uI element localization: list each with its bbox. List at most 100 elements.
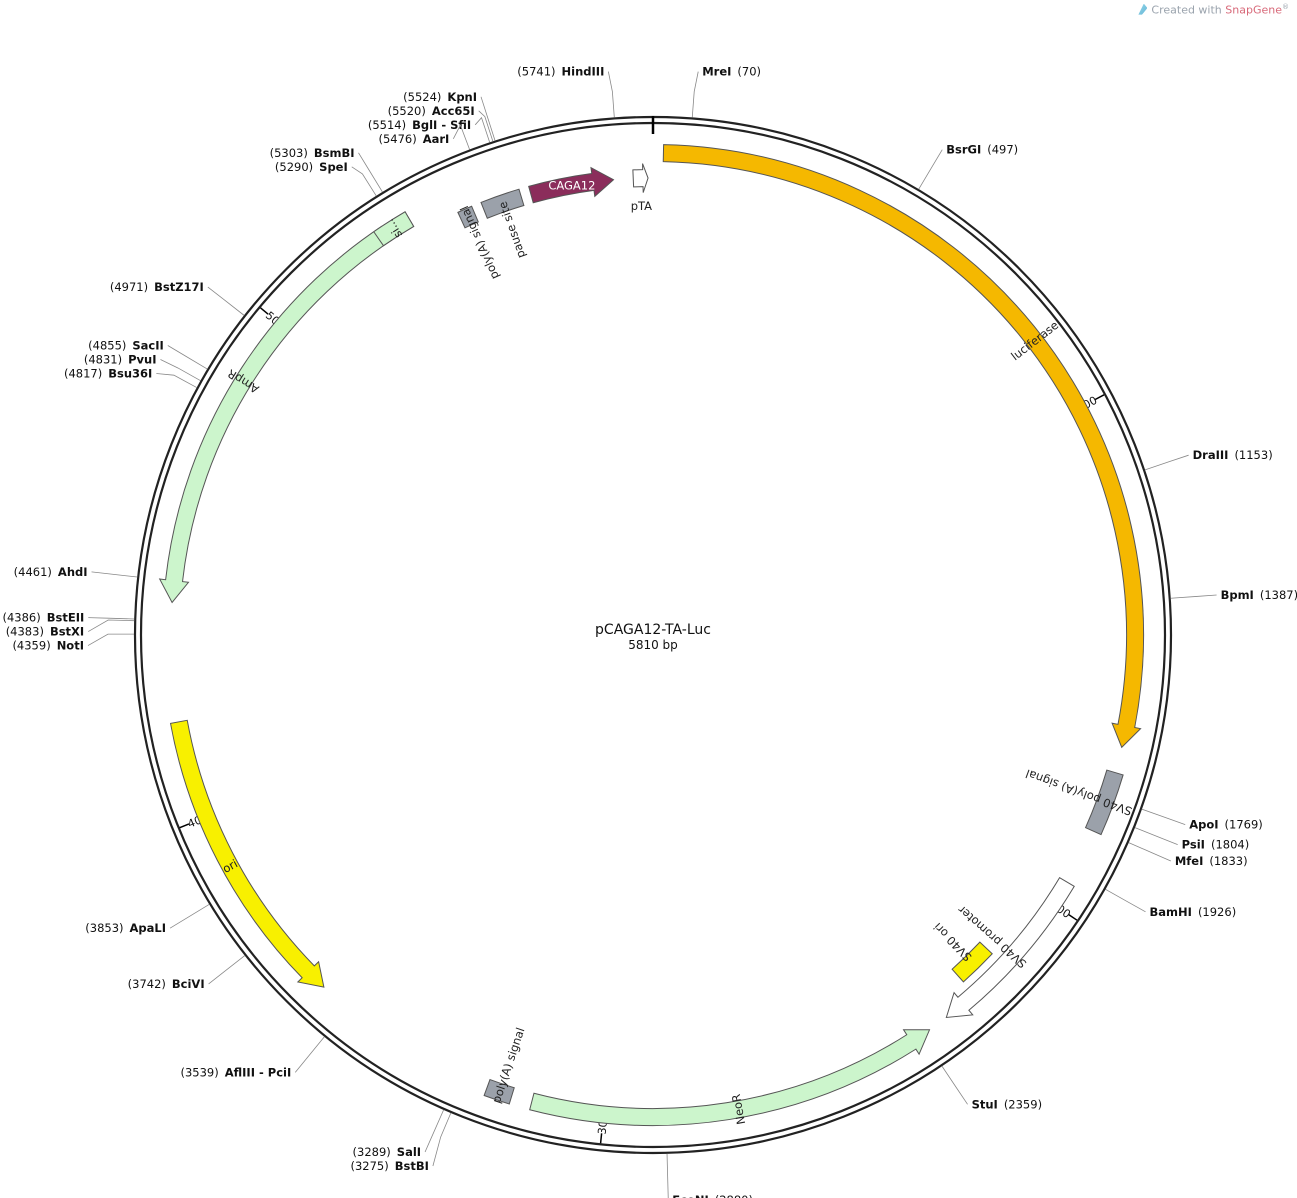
site-label: DraIII (1153) [1193, 448, 1273, 462]
site-label: (3742) BciVI [128, 977, 205, 991]
site-name: EcoNI [672, 1193, 708, 1198]
site-aari: (5476) AarI [378, 124, 470, 150]
site-label: (3853) ApaLI [85, 921, 166, 935]
site-label: (3289) SalI [353, 1145, 422, 1159]
site-leader-line [918, 149, 943, 190]
site-label: PsiI (1804) [1182, 838, 1250, 852]
site-position: (70) [737, 65, 761, 79]
plasmid-length: 5810 bp [628, 638, 678, 652]
site-position: (4971) [110, 280, 148, 294]
site-position: (5741) [517, 65, 555, 79]
site-leader-line [351, 166, 377, 197]
site-position: (4359) [12, 639, 50, 653]
restriction-sites: MreI (70) BsrGI (497) DraIII (1153) BpmI (1387)… [2, 65, 1297, 1198]
site-position: (1804) [1211, 838, 1249, 852]
site-position: (1926) [1198, 905, 1236, 919]
site-kpni: (5524) KpnI [403, 90, 496, 141]
feature-polya-signal-top [457, 205, 479, 229]
site-position: (2880) [715, 1193, 753, 1198]
site-mfei: MfeI (1833) [1128, 842, 1248, 868]
site-leader-line [88, 619, 135, 632]
site-label: (4383) BstXI [6, 625, 85, 639]
site-position: (497) [987, 143, 1018, 157]
site-position: (5476) [378, 132, 416, 146]
site-leader-line [691, 71, 699, 118]
site-name: NotI [57, 639, 84, 653]
site-leader-line [1128, 842, 1171, 862]
site-leader-line [1105, 888, 1146, 913]
site-position: (5303) [270, 146, 308, 160]
site-name: MfeI [1175, 854, 1204, 868]
site-bsteii: (4386) BstEII [2, 611, 135, 625]
site-label: (5520) Acc65I [388, 104, 475, 118]
feature-sv40-promoter [945, 876, 1075, 1019]
site-leader-line [88, 617, 135, 620]
site-label: (5290) SpeI [275, 160, 348, 174]
feature-label-sv40-ori: SV40 ori [931, 920, 975, 964]
site-bsu36i: (4817) Bsu36I [64, 366, 197, 388]
site-label: ApoI (1769) [1189, 818, 1263, 832]
site-apali: (3853) ApaLI [85, 903, 210, 935]
site-name: Bsu36I [108, 366, 152, 380]
site-stui: StuI (2359) [941, 1065, 1043, 1111]
site-leader-line [1144, 454, 1189, 471]
site-label: (4855) SacII [88, 338, 164, 352]
feature-ampr [158, 211, 415, 604]
site-spei: (5290) SpeI [275, 160, 377, 197]
site-name: ApaLI [130, 921, 167, 935]
feature-pause-site [480, 188, 525, 219]
tick-mark [599, 1133, 603, 1144]
site-bamhi: BamHI (1926) [1105, 888, 1236, 919]
site-leader-line [156, 373, 197, 388]
site-label: BpmI (1387) [1221, 588, 1297, 602]
site-name: StuI [972, 1097, 998, 1111]
feature-ori [169, 719, 325, 988]
site-position: (4461) [14, 565, 52, 579]
feature-polya-signal-bottom [483, 1078, 515, 1105]
site-leader-line [1134, 827, 1178, 846]
site-label: BsrGI (497) [946, 143, 1018, 157]
site-label: StuI (2359) [972, 1097, 1043, 1111]
site-name: AflIII - PciI [225, 1065, 292, 1079]
site-name: BstZ17I [154, 280, 204, 294]
watermark-mark: ® [1282, 3, 1289, 11]
site-leader-line [160, 359, 201, 382]
site-leader-line [666, 1153, 669, 1198]
site-name: MreI [702, 65, 731, 79]
site-name: BsmBI [314, 146, 355, 160]
snapgene-watermark: Created with SnapGene® [1138, 3, 1289, 17]
plasmid-center: pCAGA12-TA-Luc 5810 bp [595, 622, 711, 652]
site-bsrgi: BsrGI (497) [918, 143, 1018, 190]
site-label: (4971) BstZ17I [110, 280, 204, 294]
site-leader-line [1170, 594, 1217, 599]
site-leader-line [91, 571, 138, 578]
site-position: (4855) [88, 338, 126, 352]
site-position: (5520) [388, 104, 426, 118]
site-bcivi: (3742) BciVI [128, 955, 246, 991]
site-name: BstEII [47, 611, 85, 625]
site-name: SacII [132, 338, 163, 352]
site-name: Acc65I [432, 104, 475, 118]
site-name: BglI - SfiI [412, 118, 471, 132]
site-label: (3539) AflIII - PciI [180, 1065, 291, 1079]
tick-mark [1094, 394, 1105, 401]
feature-label-pta: pTA [631, 199, 652, 213]
site-position: (3289) [353, 1145, 391, 1159]
site-acc65i: (5520) Acc65I [388, 104, 494, 142]
site-name: BamHI [1150, 905, 1192, 919]
site-leader-line [941, 1065, 968, 1105]
site-leader-line [474, 116, 491, 143]
site-position: (1769) [1225, 818, 1263, 832]
site-label: MfeI (1833) [1175, 854, 1248, 868]
site-name: BstBI [395, 1159, 429, 1173]
site-bstxi: (4383) BstXI [6, 619, 135, 639]
site-name: DraIII [1193, 448, 1229, 462]
feature-label-ori: ori [220, 856, 240, 875]
site-leader-line [452, 124, 470, 150]
watermark-brand: SnapGene [1225, 3, 1282, 17]
site-name: BsrGI [946, 143, 981, 157]
site-noti: (4359) NotI [12, 633, 135, 653]
feature-label-neor: NeoR [729, 1093, 748, 1126]
feature-caga12 [528, 166, 615, 204]
site-name: BciVI [172, 977, 205, 991]
